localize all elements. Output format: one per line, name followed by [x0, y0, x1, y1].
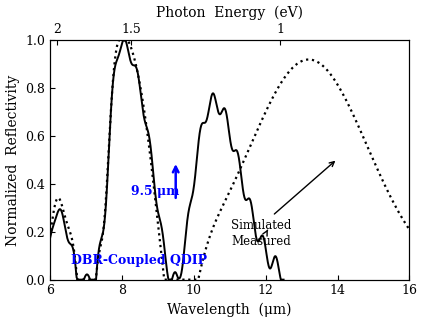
Y-axis label: Normalized  Reflectivity: Normalized Reflectivity — [5, 74, 19, 245]
X-axis label: Photon  Energy  (eV): Photon Energy (eV) — [156, 5, 303, 20]
Text: Measured: Measured — [231, 230, 291, 248]
X-axis label: Wavelength  (μm): Wavelength (μm) — [168, 303, 292, 318]
Text: Simulated: Simulated — [231, 162, 334, 232]
Text: 9.5 μm: 9.5 μm — [131, 185, 179, 198]
Text: DBR-Coupled QDIP: DBR-Coupled QDIP — [71, 254, 208, 267]
